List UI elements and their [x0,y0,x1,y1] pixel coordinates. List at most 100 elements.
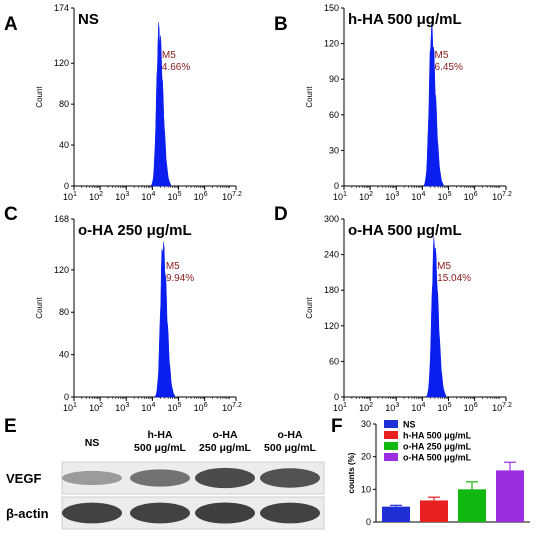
tick-base: 10 [168,192,178,202]
y-tick-label: 80 [59,307,69,317]
y-tick-label: 180 [324,285,339,295]
y-tick-label: 80 [59,99,69,109]
tick-base: 10 [222,403,232,413]
y-tick-label: 40 [59,350,69,360]
tick-exponent: 1 [343,402,347,409]
legend-swatch [384,431,398,439]
bar-chart: F 0 10 20 30 counts (%) NSh-HA 500 μg/mLo-HA 2… [331,416,530,527]
x-tick-label: 106 [194,191,208,202]
y-max-label: 150 [324,3,339,13]
gate-percent: 15.04% [437,273,471,284]
panel-letter: E [4,416,17,437]
tick-exponent: 4 [421,191,425,198]
panel-letter: C [4,204,18,225]
histogram-peak [150,22,171,187]
tick-base: 10 [63,192,73,202]
tick-base: 10 [438,403,448,413]
x-tick-label: 102 [89,191,103,202]
tick-exponent: 3 [125,191,129,198]
histogram-peak [154,241,175,398]
y-tick-label: 120 [54,58,69,68]
y-tick-label: 90 [329,74,339,84]
blot-row-label: β-actin [6,506,49,521]
tick-base: 10 [359,192,369,202]
bar [458,489,486,522]
x-tick-label: 105 [438,191,452,202]
y-tick-label: 40 [59,140,69,150]
tick-exponent: 1 [343,191,347,198]
tick-base: 10 [89,192,99,202]
tick-base: 10 [464,403,474,413]
x-tick-label: 103 [385,402,399,413]
tick-base: 10 [333,192,343,202]
y-tick-label: 60 [329,110,339,120]
tick-exponent: 4 [151,402,155,409]
tick-base: 10 [115,403,125,413]
blot-band [62,470,122,486]
y-tick-label: 0 [64,181,69,191]
blot-column-label: o-HA [212,429,237,441]
tick-exponent: 2 [99,402,103,409]
tick-base: 10 [438,192,448,202]
tick-base: 10 [141,403,151,413]
x-tick-label: 101 [63,191,77,202]
tick-exponent: 4 [151,191,155,198]
bar [382,506,410,522]
x-tick-label: 104 [141,402,155,413]
blot-column-label: NS [85,437,100,449]
tick-base: 10 [333,403,343,413]
panel-letter: F [331,416,343,437]
blot-band [195,467,255,489]
y-tick-label: 240 [324,250,339,260]
condition-label: NS [78,11,99,28]
tick-exponent: 6 [474,402,478,409]
tick-exponent: 5 [448,191,452,198]
y-tick-label: 30 [361,419,371,429]
y-tick-label: 0 [366,517,371,527]
blot-column-label: o-HA [277,429,302,441]
tick-exponent: 3 [125,402,129,409]
bar [496,470,524,522]
x-tick-label: 101 [333,191,347,202]
x-tick-label: 107.2 [492,402,512,413]
x-tick-label: 105 [438,402,452,413]
tick-exponent: 5 [178,191,182,198]
x-tick-label: 101 [63,402,77,413]
tick-base: 10 [385,192,395,202]
condition-label: o-HA 250 μg/mL [78,222,192,239]
y-tick-label: 0 [64,392,69,402]
y-tick-label: 20 [361,452,371,462]
x-tick-label: 102 [89,402,103,413]
x-tick-label: 106 [194,402,208,413]
x-tick-label: 103 [115,402,129,413]
legend-label: h-HA 500 μg/mL [403,431,472,441]
gate-percent: 6.45% [435,62,463,73]
blot-band [130,469,190,487]
tick-exponent: 6 [204,191,208,198]
tick-exponent: 6 [474,191,478,198]
tick-base: 10 [411,192,421,202]
y-tick-label: 120 [324,321,339,331]
tick-base: 10 [194,192,204,202]
tick-base: 10 [222,192,232,202]
tick-base: 10 [385,403,395,413]
y-tick-label: 30 [329,145,339,155]
blot-column-label: 500 μg/mL [264,442,317,454]
blot-band [130,502,190,524]
legend-label: o-HA 500 μg/mL [403,453,472,463]
tick-base: 10 [89,403,99,413]
tick-base: 10 [492,192,502,202]
histogram-peak [426,236,447,398]
gate-label: M5 [162,50,176,61]
x-tick-label: 104 [411,402,425,413]
x-tick-label: 107.2 [492,191,512,202]
y-axis-label: Count [305,297,314,319]
x-tick-label: 102 [359,191,373,202]
blot-column-label: 250 μg/mL [199,442,252,454]
tick-base: 10 [464,192,474,202]
y-tick-label: 10 [361,484,371,494]
